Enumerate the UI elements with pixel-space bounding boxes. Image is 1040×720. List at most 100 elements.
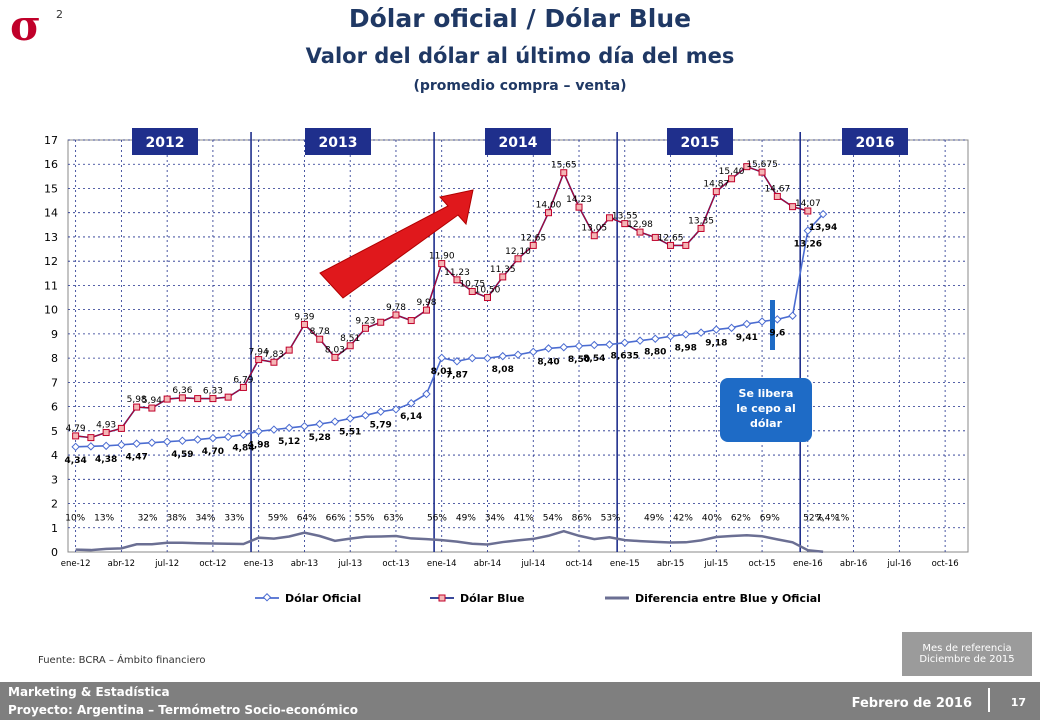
difference-data-label: 49% (644, 513, 664, 523)
y-tick-label: 10 (44, 304, 58, 317)
oficial-point (483, 353, 492, 363)
oficial-point (208, 433, 218, 443)
blue-point (529, 241, 537, 249)
blue-point (239, 383, 247, 391)
blue-point (285, 346, 293, 354)
oficial-point (330, 417, 340, 426)
oficial-data-label: 4,70 (202, 447, 224, 457)
blue-point (224, 393, 232, 401)
oficial-point (269, 425, 279, 434)
blue-point (194, 395, 202, 403)
blue-data-label: 9,78 (386, 303, 406, 313)
blue-data-label: 6,33 (203, 387, 223, 397)
footer-date: Febrero de 2016 (851, 696, 972, 711)
oficial-point (681, 330, 691, 339)
reference-month-box: Mes de referencia Diciembre de 2015 (902, 632, 1032, 676)
y-tick-label: 13 (44, 231, 58, 244)
difference-data-label: 1% (835, 513, 850, 523)
blue-point (545, 209, 553, 217)
x-tick-label: abr-13 (291, 559, 318, 569)
oficial-point (315, 419, 324, 429)
plot-area (67, 139, 969, 553)
oficial-point (437, 353, 446, 363)
x-tick-label: jul-13 (337, 559, 362, 569)
blue-point (178, 394, 186, 402)
oficial-point (467, 353, 477, 363)
oficial-point (559, 342, 569, 352)
y-tick-label: 16 (44, 158, 58, 171)
blue-data-label: 6,36 (172, 386, 192, 396)
oficial-data-label: 7,87 (446, 370, 468, 380)
page-title: Dólar oficial / Dólar Blue (348, 4, 692, 33)
difference-data-label: 10% (65, 513, 85, 523)
oficial-point (635, 336, 645, 345)
blue-point (377, 318, 385, 326)
oficial-data-label: 8,80 (644, 348, 666, 358)
blue-data-label: 11,90 (429, 252, 455, 262)
oficial-point (300, 421, 309, 431)
difference-data-label: 34% (485, 513, 505, 523)
difference-data-label: 32% (138, 513, 158, 523)
oficial-point (117, 440, 126, 450)
oficial-point (742, 319, 752, 329)
x-tick-label: oct-15 (749, 559, 776, 569)
x-tick-label: ene-13 (244, 559, 274, 569)
y-tick-label: 17 (44, 134, 58, 147)
blue-point (117, 424, 125, 432)
legend-label-diferencia: Diferencia entre Blue y Oficial (635, 592, 821, 605)
blue-point (300, 320, 308, 328)
oficial-point (86, 442, 96, 451)
callout-text: dólar (750, 417, 783, 430)
difference-data-label: 13% (94, 513, 114, 523)
blue-data-label: 10,75 (459, 279, 485, 289)
blue-point (804, 207, 812, 215)
oficial-point (529, 347, 538, 357)
y-tick-label: 11 (44, 279, 58, 292)
oficial-data-label: 5,79 (370, 421, 392, 431)
blue-data-label: 5,98 (127, 395, 147, 405)
oficial-data-label: 5,12 (278, 437, 300, 447)
difference-data-label: 56% (427, 513, 447, 523)
callout-text: le cepo al (736, 402, 796, 415)
blue-data-label: 12,65 (658, 233, 684, 243)
y-tick-label: 14 (44, 207, 58, 220)
blue-data-label: 12,98 (627, 220, 653, 230)
blue-point (606, 214, 614, 222)
oficial-point (773, 315, 782, 324)
difference-data-label: 33% (224, 513, 244, 523)
blue-data-label: 9,98 (416, 298, 436, 308)
oficial-point (376, 407, 385, 416)
oficial-point (345, 414, 355, 423)
difference-data-label: 62% (731, 513, 751, 523)
blue-point (453, 276, 461, 284)
footer-separator (988, 688, 990, 712)
oficial-data-label: 8,54 (583, 354, 605, 364)
blue-point (255, 356, 263, 364)
footer-bar: Marketing & Estadística Proyecto: Argent… (0, 682, 1040, 720)
legend-label-oficial: Dólar Oficial (285, 592, 361, 605)
blue-data-label: 12,65 (520, 233, 546, 243)
difference-data-label: 86% (572, 513, 592, 523)
x-tick-label: ene-16 (793, 559, 823, 569)
oficial-point (147, 438, 157, 447)
oficial-data-label: 9,41 (736, 333, 758, 343)
oficial-data-label: 4,84 (232, 444, 254, 454)
blue-data-label: 6,79 (233, 375, 253, 385)
oficial-data-label: 8,635 (611, 352, 639, 362)
oficial-point (193, 435, 202, 444)
difference-data-label: 34% (195, 513, 215, 523)
y-tick-label: 6 (51, 401, 58, 414)
x-tick-label: jul-15 (703, 559, 728, 569)
blue-data-label: 8,51 (340, 334, 360, 344)
year-label-box (667, 128, 733, 155)
x-tick-label: abr-15 (657, 559, 684, 569)
trend-arrow (319, 189, 474, 299)
x-tick-label: oct-13 (382, 559, 409, 569)
difference-data-label: 55% (355, 513, 375, 523)
oficial-point (590, 340, 599, 350)
year-label: 2013 (319, 135, 358, 151)
oficial-point (788, 311, 797, 320)
oficial-point (605, 340, 614, 349)
reference-line-2: Diciembre de 2015 (919, 654, 1015, 665)
oficial-point (254, 427, 263, 436)
